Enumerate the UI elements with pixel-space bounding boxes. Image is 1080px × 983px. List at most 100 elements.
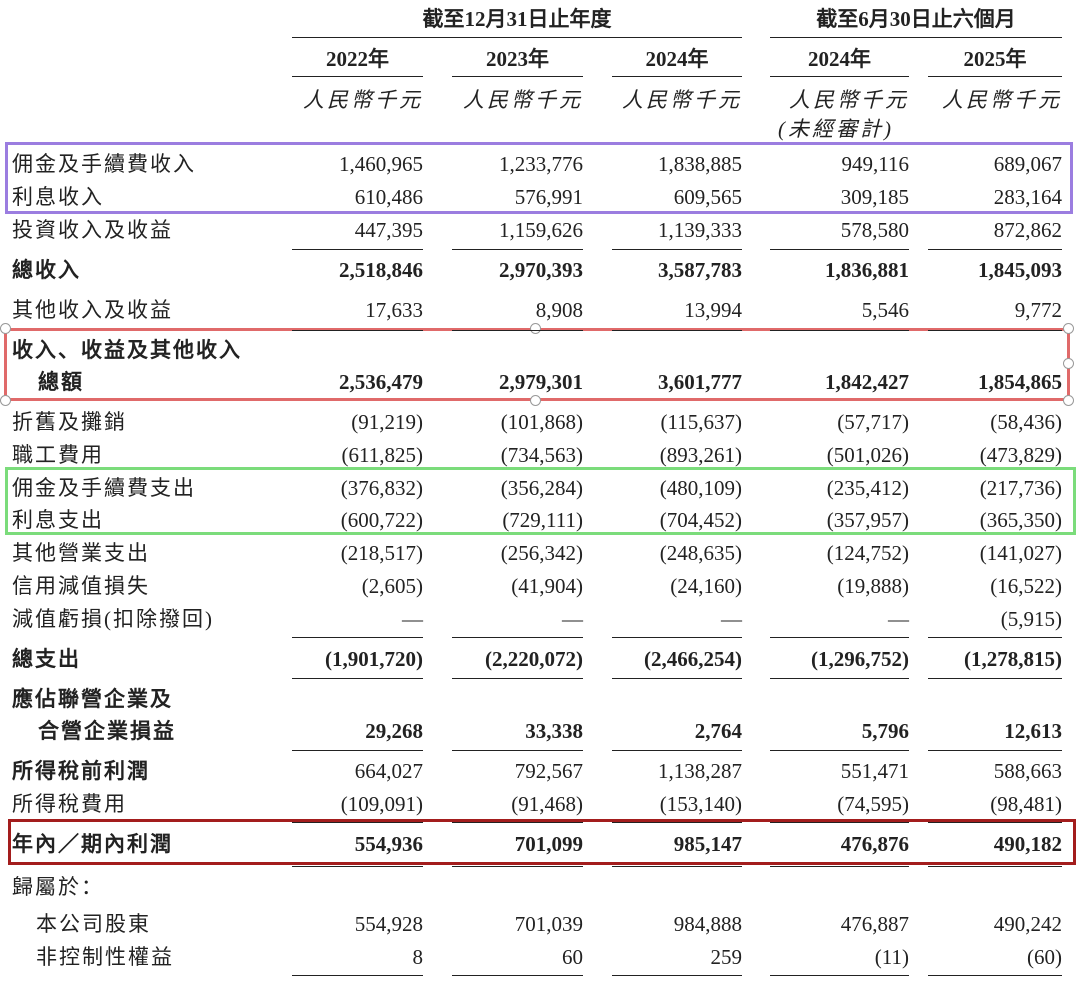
rule: [292, 750, 423, 751]
cell-value: (734,563): [500, 443, 583, 467]
cell-value: 792,567: [514, 759, 583, 783]
cell-value: 5,546: [861, 298, 909, 322]
rule: [612, 822, 742, 823]
cell-value: (11): [874, 945, 909, 969]
handle: [530, 395, 541, 406]
cell-value: 2,970,393: [499, 258, 583, 282]
cell-value: (57,717): [837, 410, 909, 434]
rule: [292, 822, 423, 823]
cell-value: —: [402, 607, 423, 631]
rule: [612, 975, 742, 976]
rule: [770, 750, 909, 751]
rule: [928, 866, 1062, 867]
rule: [928, 637, 1062, 638]
cell-value: —: [562, 607, 583, 631]
cell-value: (611,825): [341, 443, 423, 467]
row-label: 職工費用: [12, 443, 104, 467]
year: 2023年: [486, 47, 549, 71]
cell-value: 1,854,865: [978, 370, 1062, 394]
cell-value: 610,486: [354, 185, 423, 209]
rule: [928, 822, 1062, 823]
cell-value: (41,904): [511, 574, 583, 598]
cell-value: 447,395: [354, 218, 423, 242]
cell-value: 588,663: [993, 759, 1062, 783]
cell-value: (124,752): [826, 541, 909, 565]
note: (未經審計): [778, 117, 894, 141]
cell-value: 554,936: [354, 832, 423, 856]
cell-value: 309,185: [840, 185, 909, 209]
cell-value: 1,159,626: [499, 218, 583, 242]
cell-value: (153,140): [659, 792, 742, 816]
cell-value: (101,868): [500, 410, 583, 434]
cell-value: 12,613: [1004, 719, 1062, 743]
handle: [1063, 395, 1074, 406]
cell-value: (248,635): [659, 541, 742, 565]
row-label: 所得稅費用: [12, 792, 127, 816]
rule: [770, 866, 909, 867]
cell-value: (2,220,072): [485, 647, 583, 671]
cell-value: 689,067: [993, 152, 1062, 176]
rule: [928, 249, 1062, 250]
handle: [0, 395, 11, 406]
year: 2025年: [963, 47, 1027, 71]
cell-value: (1,901,720): [325, 647, 423, 671]
rule: [770, 330, 909, 331]
rule: [770, 975, 909, 976]
cell-value: 949,116: [841, 152, 909, 176]
cell-value: 476,887: [840, 912, 909, 936]
rule: [612, 76, 742, 77]
rule: [612, 678, 742, 679]
unit: 人民幣千元: [942, 88, 1062, 112]
cell-value: (19,888): [837, 574, 909, 598]
row-label: 收入、收益及其他收入: [12, 338, 242, 362]
rule: [292, 678, 423, 679]
cell-value: 29,268: [365, 719, 423, 743]
cell-value: (24,160): [670, 574, 742, 598]
cell-value: 476,876: [840, 832, 909, 856]
rule: [292, 637, 423, 638]
rule: [452, 637, 583, 638]
cell-value: 283,164: [993, 185, 1062, 209]
rule: [452, 330, 583, 331]
highlight-purple: [5, 142, 1073, 214]
cell-value: (217,736): [979, 476, 1062, 500]
row-label: 總支出: [12, 647, 81, 671]
cell-value: (729,111): [502, 508, 583, 532]
unit: 人民幣千元: [463, 88, 583, 112]
cell-value: 60: [562, 945, 583, 969]
cell-value: (16,522): [990, 574, 1062, 598]
cell-value: (60): [1027, 945, 1062, 969]
year: 2024年: [808, 47, 871, 71]
cell-value: 984,888: [673, 912, 742, 936]
rule: [612, 750, 742, 751]
rule: [452, 822, 583, 823]
cell-value: 2,979,301: [499, 370, 583, 394]
row-label: 其他營業支出: [12, 541, 150, 565]
rule: [452, 76, 583, 77]
rule: [612, 249, 742, 250]
rule: [612, 866, 742, 867]
row-label: 信用減值損失: [12, 574, 150, 598]
cell-value: (256,342): [500, 541, 583, 565]
cell-value: 490,182: [993, 832, 1062, 856]
row-label: 所得稅前利潤: [12, 759, 150, 783]
cell-value: 1,838,885: [658, 152, 742, 176]
group-header: 截至12月31日止年度: [422, 7, 612, 31]
cell-value: (704,452): [659, 508, 742, 532]
cell-value: (893,261): [659, 443, 742, 467]
cell-value: 985,147: [673, 832, 742, 856]
cell-value: 1,233,776: [499, 152, 583, 176]
rule: [292, 37, 742, 38]
handle: [530, 323, 541, 334]
cell-value: (235,412): [826, 476, 909, 500]
cell-value: (376,832): [340, 476, 423, 500]
cell-value: —: [888, 607, 909, 631]
cell-value: 5,796: [861, 719, 909, 743]
row-label: 總額: [38, 370, 84, 394]
handle: [0, 323, 11, 334]
cell-value: 13,994: [684, 298, 742, 322]
row-label: 利息支出: [12, 508, 104, 532]
cell-value: (91,219): [351, 410, 423, 434]
cell-value: 1,845,093: [978, 258, 1062, 282]
cell-value: (357,957): [826, 508, 909, 532]
